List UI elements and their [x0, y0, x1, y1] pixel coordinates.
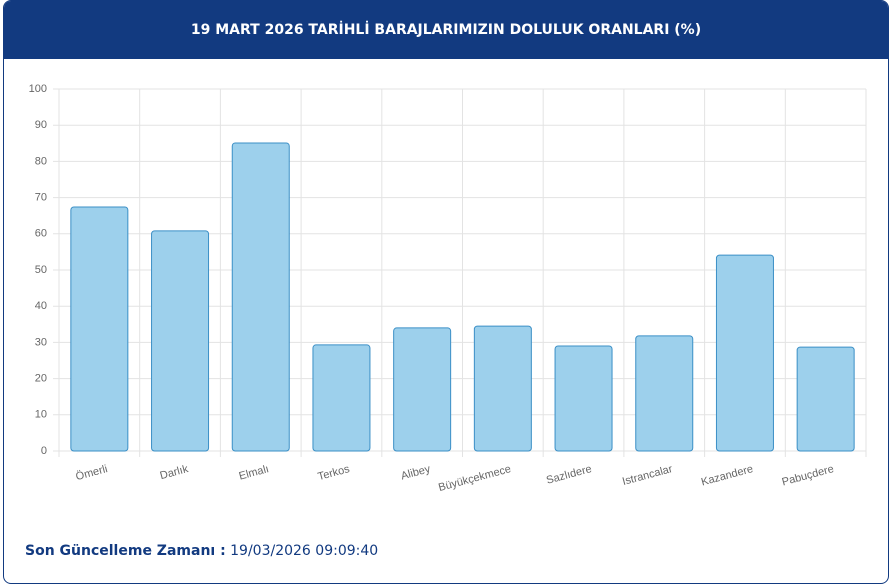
y-tick-label: 40 — [35, 300, 47, 312]
y-tick-label: 20 — [35, 373, 47, 385]
chart-title: 19 MART 2026 TARİHLİ BARAJLARIMIZIN DOLU… — [4, 1, 888, 59]
bar — [554, 345, 613, 452]
x-tick-label: Darlık — [159, 463, 190, 482]
bar — [231, 142, 290, 452]
bar — [635, 335, 694, 452]
y-tick-label: 10 — [35, 409, 47, 421]
x-tick-label: Elmalı — [238, 463, 271, 483]
footer-label: Son Güncelleme Zamanı : — [25, 543, 226, 559]
y-tick-label: 30 — [35, 336, 47, 348]
x-tick-label: Kazandere — [700, 463, 755, 488]
bar — [715, 254, 774, 452]
y-tick-label: 100 — [29, 83, 47, 95]
x-tick-label: Istrancalar — [621, 463, 674, 488]
y-tick-label: 50 — [35, 264, 47, 276]
bar — [473, 325, 532, 452]
y-tick-label: 90 — [35, 119, 47, 131]
x-tick-label: Pabuçdere — [781, 463, 836, 488]
footer-value: 19/03/2026 09:09:40 — [230, 543, 379, 559]
bar — [796, 346, 855, 452]
bar — [151, 230, 210, 452]
y-tick-label: 60 — [35, 228, 47, 240]
x-tick-label: Terkos — [317, 463, 352, 483]
y-tick-label: 0 — [41, 445, 47, 457]
y-tick-label: 70 — [35, 192, 47, 204]
x-tick-label: Sazlıdere — [545, 463, 593, 487]
bar — [393, 327, 452, 452]
card: 19 MART 2026 TARİHLİ BARAJLARIMIZIN DOLU… — [3, 0, 889, 584]
y-tick-label: 80 — [35, 155, 47, 167]
x-tick-label: Ömerli — [74, 463, 108, 483]
bar — [70, 206, 129, 452]
bar — [312, 344, 371, 452]
footer: Son Güncelleme Zamanı : 19/03/2026 09:09… — [25, 543, 378, 559]
x-tick-label: Büyükçekmece — [437, 463, 512, 494]
x-tick-label: Alibey — [400, 463, 433, 482]
